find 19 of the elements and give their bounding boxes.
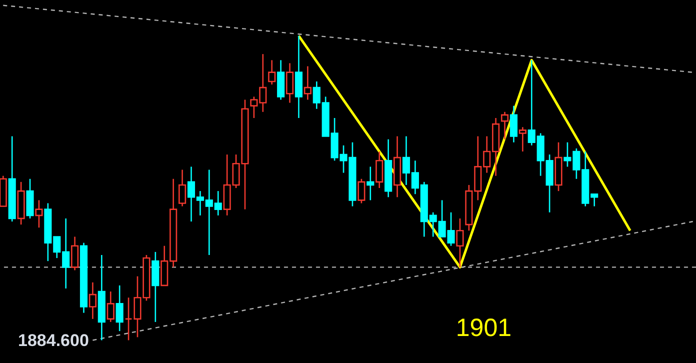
candlestick [510,105,518,143]
candlestick [116,284,124,332]
candlestick [106,290,114,323]
candlestick [500,111,509,140]
candlestick [518,126,526,152]
candlestick [124,296,132,341]
candlestick [178,169,186,207]
candlestick [366,166,374,201]
annotation: 1901 [456,314,512,342]
candlestick [88,282,96,320]
candlestick [268,60,276,86]
candlestick [286,62,294,104]
candlestick [71,236,79,271]
candlestick [35,200,43,228]
candlestick [358,178,366,204]
candlestick [456,218,464,268]
annotation: 1884.600 [18,331,89,350]
candlestick [304,66,312,100]
candlestick [376,150,384,189]
